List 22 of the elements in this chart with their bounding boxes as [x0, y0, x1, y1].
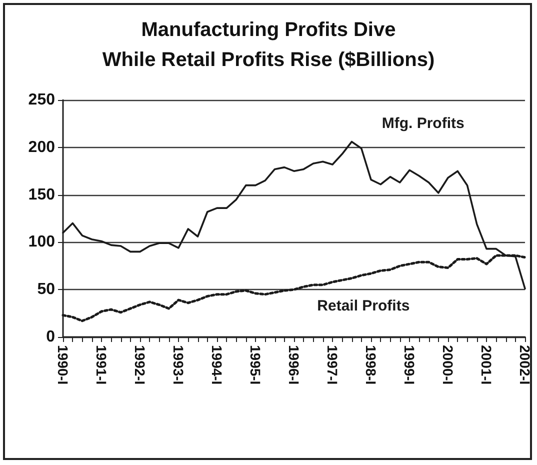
- y-tick-label: 200: [28, 138, 56, 156]
- x-tick-label: 1997-I: [324, 345, 340, 385]
- x-tick-label: 1991-I: [94, 345, 110, 385]
- y-tick-label: 150: [28, 186, 56, 204]
- x-tick-label: 2000-I: [440, 345, 456, 385]
- y-tick-label: 0: [46, 328, 56, 346]
- y-tick-label: 50: [37, 281, 56, 298]
- chart-title: Manufacturing Profits Dive While Retail Profits Rise ($Billions): [102, 19, 435, 71]
- x-tick-label: 1990-I: [55, 345, 71, 385]
- x-tick-label: 1993-I: [170, 345, 186, 385]
- x-tick-label: 1996-I: [286, 345, 302, 385]
- x-tick-label: 2001-I: [478, 345, 494, 385]
- series-label: Retail Profits: [317, 298, 410, 315]
- series-label: Mfg. Profits: [382, 115, 464, 132]
- y-tick-label: 250: [28, 92, 56, 108]
- y-tick-label: 100: [28, 234, 56, 251]
- x-tick-label: 1995-I: [248, 345, 264, 385]
- x-tick-label: 1992-I: [132, 345, 148, 385]
- x-tick-label: 1999-I: [402, 345, 418, 385]
- x-tick-label: 1998-I: [363, 345, 379, 385]
- x-tick-label: 2002-I: [517, 345, 533, 385]
- x-tick-label: 1994-I: [209, 345, 225, 385]
